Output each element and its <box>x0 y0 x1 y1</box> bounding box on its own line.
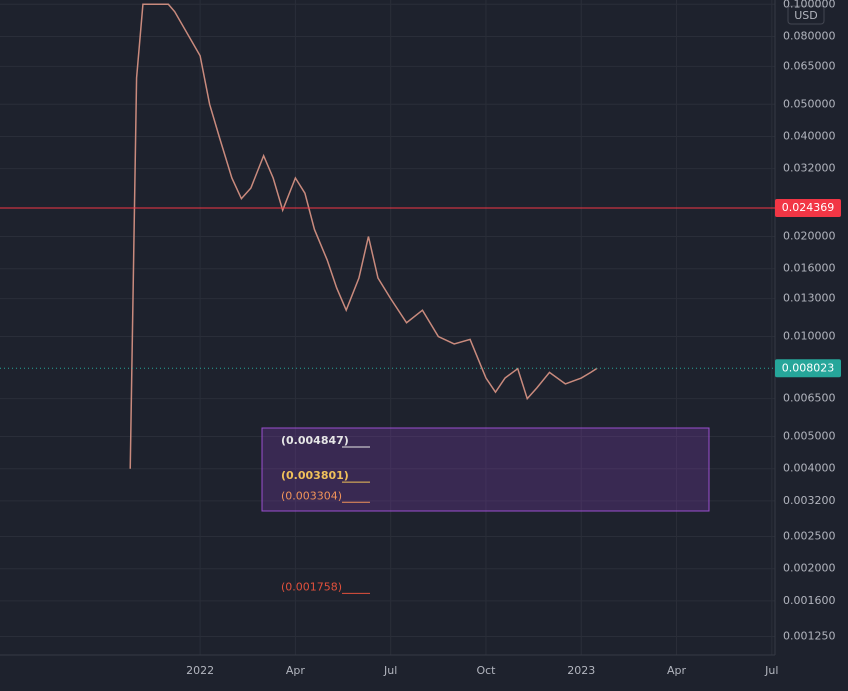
y-tick-label: 0.050000 <box>783 97 836 110</box>
currency-badge <box>787 5 825 25</box>
y-tick-label: 0.080000 <box>783 29 836 42</box>
zone-box <box>261 427 710 512</box>
price-tag <box>775 359 841 378</box>
y-tick-label: 0.004000 <box>783 462 836 475</box>
y-tick-label: 0.032000 <box>783 162 836 175</box>
y-tick-label: 0.002500 <box>783 530 836 543</box>
y-tick-label: 0.006500 <box>783 392 836 405</box>
y-tick-label: 0.040000 <box>783 129 836 142</box>
level-label: (0.003801) <box>281 469 349 482</box>
y-tick-label: 0.003200 <box>783 494 836 507</box>
y-tick-label: 0.001600 <box>783 594 836 607</box>
x-tick-label: Jul <box>764 664 778 677</box>
x-tick-label: Apr <box>286 664 306 677</box>
y-tick-label: 0.010000 <box>783 330 836 343</box>
x-tick-label: Apr <box>667 664 687 677</box>
level-label: (0.004847) <box>281 434 349 447</box>
price-tag-label: 0.024369 <box>782 201 835 214</box>
x-tick-label: 2022 <box>186 664 214 677</box>
y-tick-label: 0.001250 <box>783 630 836 643</box>
currency: USD <box>794 9 818 22</box>
y-tick-label: 0.002000 <box>783 562 836 575</box>
x-tick-label: Jul <box>383 664 397 677</box>
price-tag <box>775 198 841 217</box>
y-tick-label: 0.065000 <box>783 59 836 72</box>
price-tag-label: 0.008023 <box>782 361 835 374</box>
y-tick-label: 0.013000 <box>783 292 836 305</box>
x-tick-label: 2023 <box>567 664 595 677</box>
y-tick-label: 0.100000 <box>783 0 836 10</box>
y-tick-label: 0.020000 <box>783 229 836 242</box>
price-line <box>129 3 598 469</box>
level-label: (0.003304) <box>281 489 342 502</box>
y-tick-label: 0.016000 <box>783 262 836 275</box>
level-label: (0.001758) <box>281 580 342 593</box>
x-tick-label: Oct <box>476 664 496 677</box>
y-tick-label: 0.005000 <box>783 430 836 443</box>
